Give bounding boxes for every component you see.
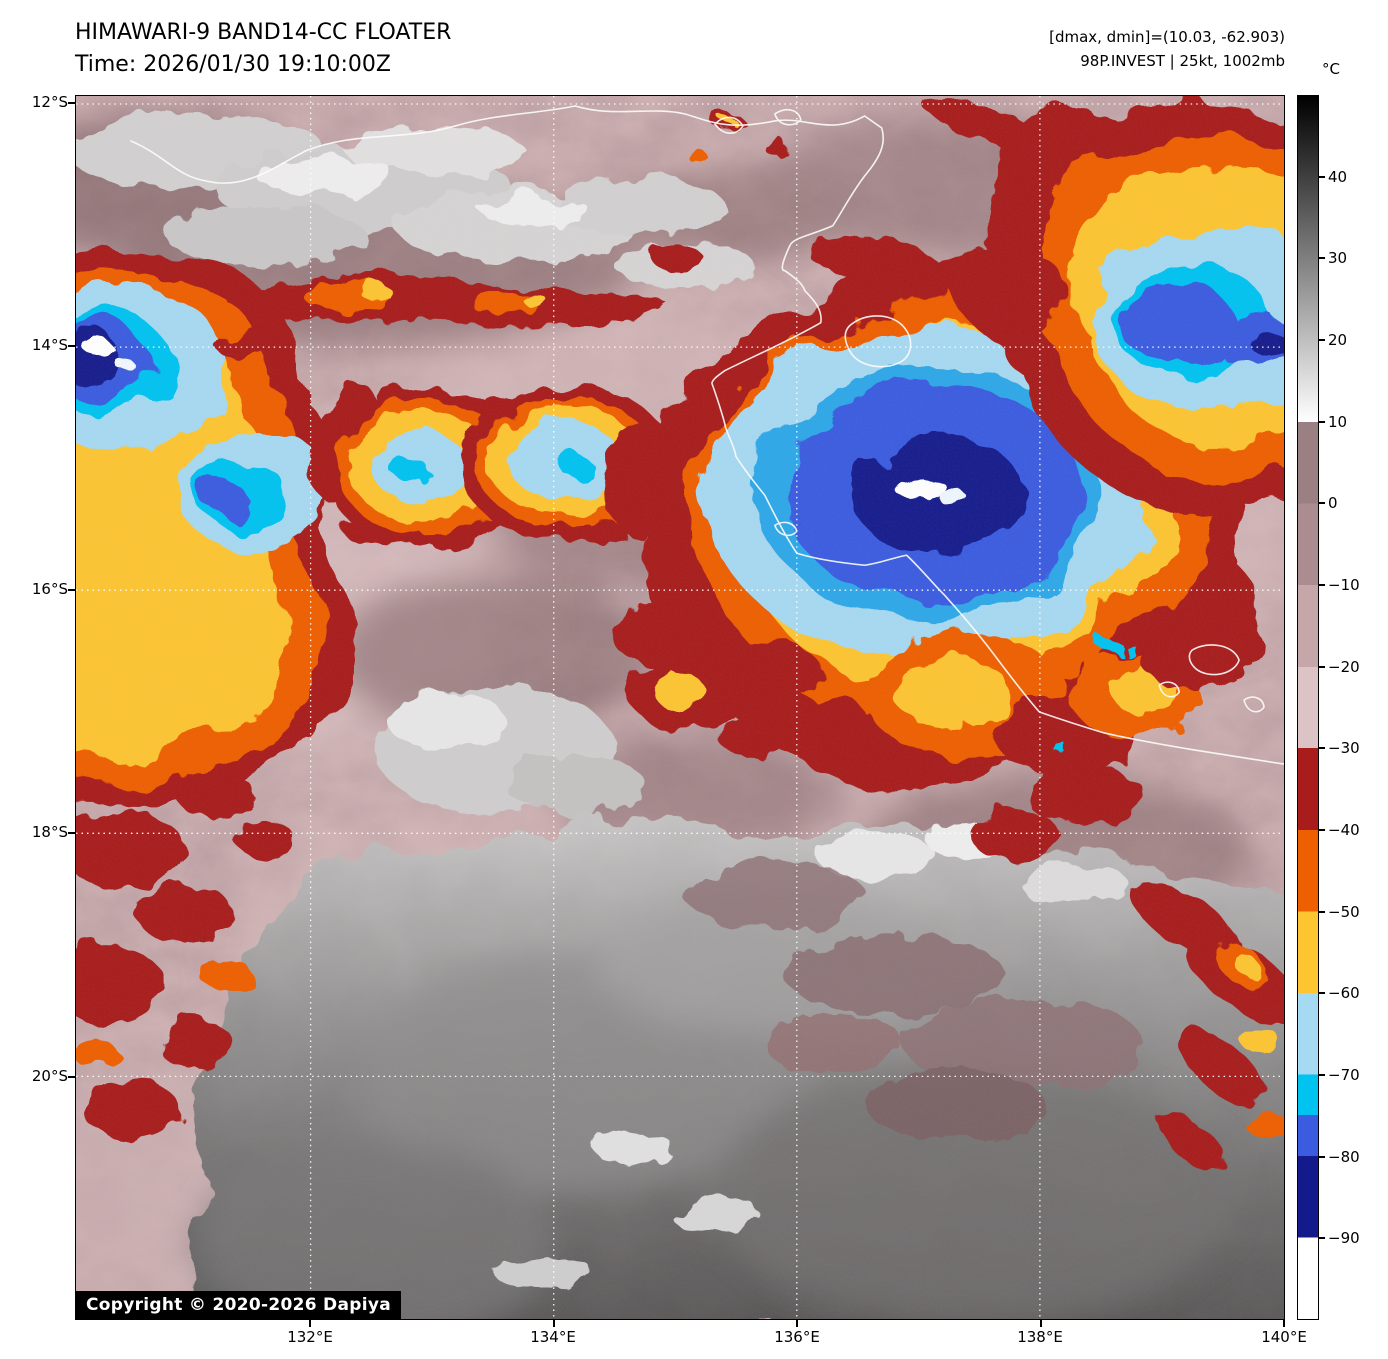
colorbar-tick bbox=[1319, 666, 1325, 668]
lon-label-132e: 132°E bbox=[287, 1328, 333, 1346]
colorbar-label-m90: −90 bbox=[1328, 1229, 1360, 1247]
colorbar-label-m20: −20 bbox=[1328, 658, 1360, 676]
colorbar-tick bbox=[1319, 911, 1325, 913]
colorbar-label-m10: −10 bbox=[1328, 576, 1360, 594]
colorbar-label-10: 10 bbox=[1328, 413, 1348, 431]
lon-label-138e: 138°E bbox=[1017, 1328, 1063, 1346]
graticule-gridlines bbox=[76, 96, 1284, 1319]
colorbar-tick bbox=[1319, 992, 1325, 994]
colorbar-tick bbox=[1319, 584, 1325, 586]
lon-label-134e: 134°E bbox=[530, 1328, 576, 1346]
colorbar-label-20: 20 bbox=[1328, 331, 1348, 349]
lat-label-16s: 16°S bbox=[31, 580, 68, 598]
colorbar-unit-label: °C bbox=[1322, 60, 1340, 78]
satellite-map-panel: Copyright © 2020-2026 Dapiya bbox=[75, 95, 1285, 1320]
satellite-imagery bbox=[76, 96, 1284, 1319]
colorbar-label-m30: −30 bbox=[1328, 739, 1360, 757]
lat-tick bbox=[68, 345, 75, 347]
colorbar-tick bbox=[1319, 747, 1325, 749]
lon-tick bbox=[1283, 1320, 1285, 1327]
colorbar-tick bbox=[1319, 339, 1325, 341]
timestamp: Time: 2026/01/30 19:10:00Z bbox=[75, 52, 391, 77]
colorbar bbox=[1297, 95, 1319, 1320]
colorbar-label-m50: −50 bbox=[1328, 903, 1360, 921]
colorbar-tick bbox=[1319, 502, 1325, 504]
colorbar-tick bbox=[1319, 1237, 1325, 1239]
lat-tick bbox=[68, 102, 75, 104]
lat-tick bbox=[68, 832, 75, 834]
lon-tick bbox=[553, 1320, 555, 1327]
colorbar-tick bbox=[1319, 1074, 1325, 1076]
lon-label-140e: 140°E bbox=[1261, 1328, 1307, 1346]
colorbar-label-m40: −40 bbox=[1328, 821, 1360, 839]
lon-tick bbox=[796, 1320, 798, 1327]
lat-tick bbox=[68, 1076, 75, 1078]
copyright-badge: Copyright © 2020-2026 Dapiya bbox=[76, 1291, 401, 1319]
colorbar-tick bbox=[1319, 176, 1325, 178]
lon-tick bbox=[1040, 1320, 1042, 1327]
colorbar-label-40: 40 bbox=[1328, 168, 1348, 186]
image-grain-texture bbox=[76, 96, 1284, 1319]
storm-info: 98P.INVEST | 25kt, 1002mb bbox=[1080, 52, 1285, 70]
colorbar-label-m70: −70 bbox=[1328, 1066, 1360, 1084]
lon-tick bbox=[309, 1320, 311, 1327]
lat-label-12s: 12°S bbox=[31, 93, 68, 111]
colorbar-label-m60: −60 bbox=[1328, 984, 1360, 1002]
lat-label-18s: 18°S bbox=[31, 823, 68, 841]
colorbar-label-0: 0 bbox=[1328, 494, 1338, 512]
lon-label-136e: 136°E bbox=[774, 1328, 820, 1346]
lat-label-14s: 14°S bbox=[31, 336, 68, 354]
colorbar-tick bbox=[1319, 257, 1325, 259]
page-title: HIMAWARI-9 BAND14-CC FLOATER bbox=[75, 20, 452, 45]
colorbar-tick bbox=[1319, 421, 1325, 423]
colorbar-label-30: 30 bbox=[1328, 249, 1348, 267]
lat-label-20s: 20°S bbox=[31, 1067, 68, 1085]
dmax-dmin-readout: [dmax, dmin]=(10.03, -62.903) bbox=[1049, 28, 1285, 46]
lat-tick bbox=[68, 589, 75, 591]
colorbar-tick bbox=[1319, 1156, 1325, 1158]
colorbar-label-m80: −80 bbox=[1328, 1148, 1360, 1166]
colorbar-tick bbox=[1319, 829, 1325, 831]
